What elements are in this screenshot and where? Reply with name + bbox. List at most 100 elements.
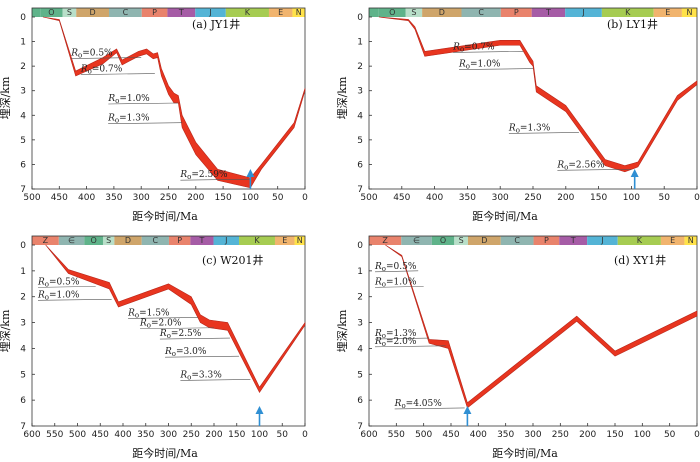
strata-label: D <box>125 236 131 245</box>
strata-cell <box>225 8 269 17</box>
x-tick-label: 600 <box>23 430 40 440</box>
ro-label: Ro=2.0% <box>374 337 417 348</box>
strata-cell <box>369 236 402 245</box>
strata-cell <box>84 236 103 245</box>
strata-cell <box>531 8 566 17</box>
strata-label: J <box>581 8 584 17</box>
strata-label: T <box>545 8 551 17</box>
strata-label: O <box>389 8 395 17</box>
strata-label: D <box>481 236 487 245</box>
ro-leader-line <box>108 122 183 124</box>
y-tick-label: 7 <box>357 185 363 195</box>
strata-label: E <box>670 236 675 245</box>
ro-leader-line <box>374 286 424 288</box>
strata-cell <box>114 236 142 245</box>
ro-label: Ro=2.0% <box>139 319 182 330</box>
ro-leader-line <box>458 68 534 70</box>
y-tick-label: 5 <box>20 370 26 380</box>
x-tick-label: 500 <box>23 193 40 203</box>
x-axis-label: 距今时间/Ma <box>132 446 198 460</box>
strata-label: E <box>278 8 283 17</box>
y-axis-label: 埋深/km <box>0 309 12 352</box>
strata-label: P <box>514 8 519 17</box>
x-tick-label: 50 <box>277 430 289 440</box>
x-tick-label: 200 <box>557 193 574 203</box>
ro-leader-line <box>453 51 524 53</box>
strata-label: ∈ <box>413 236 420 245</box>
x-tick-label: 250 <box>160 193 177 203</box>
y-tick-label: 0 <box>20 241 26 251</box>
x-tick-label: 200 <box>205 430 222 440</box>
ro-label: Ro=1.3% <box>374 329 417 340</box>
x-tick-label: 200 <box>579 430 596 440</box>
strata-cell <box>239 236 275 245</box>
strata-cell <box>168 236 191 245</box>
strata-label: K <box>245 8 251 17</box>
y-tick-label: 5 <box>20 136 26 146</box>
y-axis-label: 埋深/km <box>0 76 12 119</box>
panel-title: (a) JY1井 <box>192 17 240 31</box>
ro-label: Ro=2.56% <box>556 160 605 171</box>
strata-cell <box>213 236 240 245</box>
x-tick-label: 150 <box>606 430 623 440</box>
strata-cell <box>32 8 41 17</box>
strata-cell <box>431 236 455 245</box>
ro-leader-line <box>374 270 419 273</box>
ro-label: Ro=1.0% <box>37 290 80 301</box>
strata-label: S <box>459 236 464 245</box>
x-tick-label: 350 <box>497 430 514 440</box>
y-tick-label: 0 <box>20 13 26 23</box>
strata-label: P <box>177 236 182 245</box>
x-tick-label: 0 <box>694 193 700 203</box>
ro-leader-line <box>394 407 465 410</box>
ro-leader-line <box>180 178 251 181</box>
y-tick-label: 2 <box>357 293 363 303</box>
ro-label: Ro=2.59% <box>179 170 228 181</box>
x-tick-label: 350 <box>137 430 154 440</box>
x-axis-label: 距今时间/Ma <box>472 209 538 223</box>
strata-label: J <box>208 8 211 17</box>
panel-title: (b) LY1井 <box>607 17 658 31</box>
y-tick-label: 4 <box>357 111 363 121</box>
strata-label: S <box>411 8 416 17</box>
x-tick-label: 50 <box>664 430 676 440</box>
y-tick-label: 3 <box>357 87 363 97</box>
y-tick-label: 2 <box>20 62 26 72</box>
burial-band <box>378 16 698 173</box>
strata-cell <box>195 8 226 17</box>
strata-label: T <box>198 236 204 245</box>
y-tick-label: 7 <box>20 185 26 195</box>
strata-cell <box>378 8 406 17</box>
strata-label: E <box>282 236 287 245</box>
x-tick-label: 0 <box>302 193 308 203</box>
strata-label: D <box>439 8 445 17</box>
x-tick-label: 100 <box>251 430 268 440</box>
strata-cell <box>58 236 85 245</box>
x-tick-label: 400 <box>78 193 95 203</box>
strata-cell <box>601 8 654 17</box>
x-tick-label: 250 <box>183 430 200 440</box>
y-tick-label: 6 <box>357 396 363 406</box>
ro-label: Ro=1.3% <box>107 114 150 125</box>
x-tick-label: 0 <box>694 430 700 440</box>
x-tick-label: 100 <box>634 430 651 440</box>
strata-label: D <box>90 8 96 17</box>
y-tick-label: 2 <box>20 293 26 303</box>
x-tick-label: 50 <box>658 193 670 203</box>
ro-leader-line <box>159 337 230 340</box>
x-tick-label: 150 <box>590 193 607 203</box>
x-tick-label: 500 <box>360 193 377 203</box>
x-tick-label: 400 <box>426 193 443 203</box>
strata-label: K <box>637 236 643 245</box>
x-tick-label: 500 <box>69 430 86 440</box>
strata-cell <box>587 236 618 245</box>
ro-leader-line <box>374 337 430 340</box>
y-tick-label: 3 <box>357 319 363 329</box>
ro-label: Ro=1.0% <box>107 94 150 105</box>
y-tick-label: 2 <box>357 62 363 72</box>
x-tick-label: 50 <box>272 193 284 203</box>
burial-band <box>45 244 306 393</box>
ro-leader-line <box>37 286 96 288</box>
y-tick-label: 4 <box>20 111 26 121</box>
x-tick-label: 400 <box>114 430 131 440</box>
